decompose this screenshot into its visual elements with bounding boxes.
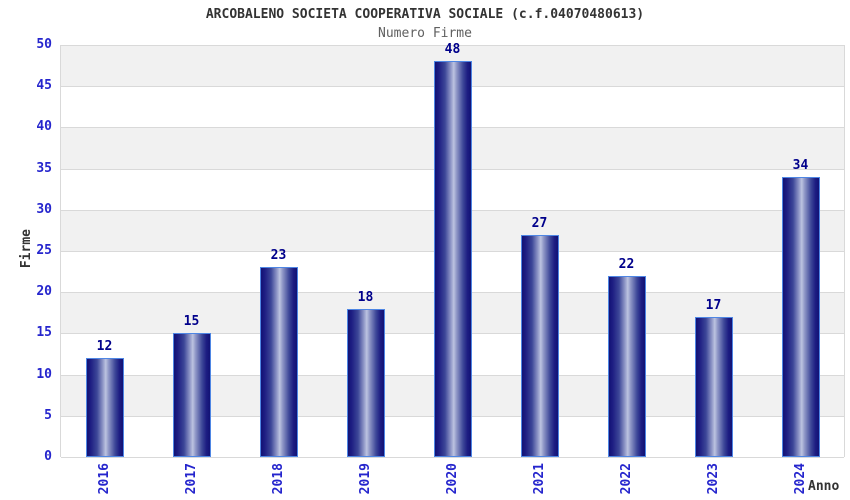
- chart-title: ARCOBALENO SOCIETA COOPERATIVA SOCIALE (…: [205, 7, 645, 22]
- bar-2018: [259, 267, 298, 457]
- x-tick-label: 2019: [357, 463, 373, 495]
- bar-value-label: 15: [183, 314, 200, 330]
- y-tick-label: 35: [36, 160, 52, 176]
- chart-subtitle: Numero Firme: [378, 26, 472, 41]
- bar-2019: [346, 308, 385, 457]
- bar-2022: [607, 275, 646, 457]
- y-tick-label: 45: [36, 78, 52, 94]
- x-tick-label: 2017: [183, 463, 199, 495]
- y-tick-label: 40: [36, 119, 52, 135]
- x-tick-label: 2018: [270, 463, 286, 495]
- bar-2024: [781, 176, 820, 457]
- bar-value-label: 34: [792, 157, 809, 173]
- bar-value-label: 27: [531, 215, 548, 231]
- bar-value-label: 17: [705, 297, 722, 313]
- bar-value-label: 22: [618, 256, 635, 272]
- bar-value-label: 18: [357, 289, 374, 305]
- y-tick-label: 50: [36, 37, 52, 52]
- x-tick-label: 2016: [96, 463, 112, 495]
- y-tick-label: 20: [36, 284, 52, 300]
- bar-value-label: 48: [444, 42, 461, 58]
- bar-2020: [433, 61, 472, 457]
- y-tick-label: 10: [36, 366, 52, 382]
- x-axis-title: Anno: [808, 479, 840, 494]
- plot-area: 12 15 23 18 48 27 22 17 34: [60, 42, 845, 458]
- gridline: [61, 45, 844, 46]
- bar-2023: [694, 316, 733, 457]
- y-tick-label: 30: [36, 201, 52, 217]
- y-axis-title: Firme: [19, 229, 34, 269]
- x-tick-label: 2023: [705, 463, 721, 495]
- bar-value-label: 12: [96, 339, 113, 355]
- x-tick-label: 2024: [792, 463, 808, 495]
- gridline: [61, 457, 844, 458]
- x-tick-label: 2022: [618, 463, 634, 495]
- bar-2017: [172, 333, 211, 457]
- bar-value-label: 23: [270, 248, 287, 264]
- bar-2016: [85, 358, 124, 457]
- y-tick-label: 0: [44, 449, 52, 464]
- bar-2021: [520, 234, 559, 457]
- y-tick-label: 25: [36, 243, 52, 258]
- y-tick-label: 5: [44, 407, 52, 423]
- x-tick-label: 2021: [531, 463, 547, 495]
- x-tick-label: 2020: [444, 463, 460, 495]
- y-tick-label: 15: [36, 325, 52, 341]
